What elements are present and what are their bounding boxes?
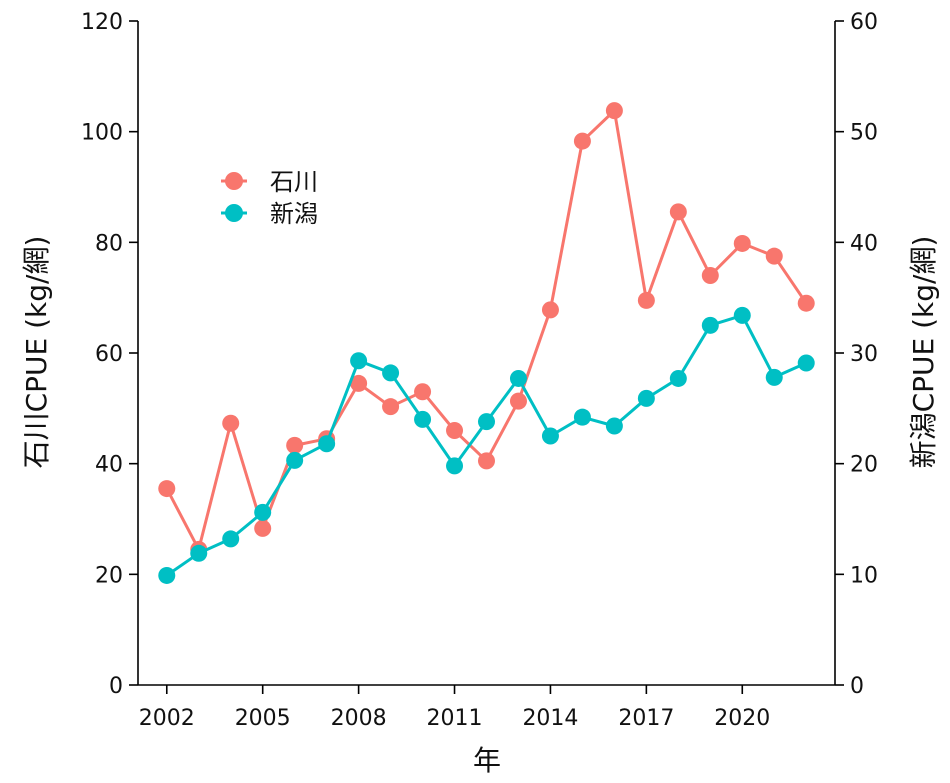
data-point-0-2017 (637, 291, 655, 309)
data-point-1-2011 (446, 457, 464, 475)
left-y-axis-title: 石川CPUE (kg/網) (20, 236, 53, 469)
x-tick-label: 2005 (235, 706, 291, 731)
data-point-0-2018 (669, 203, 687, 221)
series-layer (158, 102, 815, 584)
data-point-0-2014 (541, 301, 559, 319)
right-y-tick-label: 40 (850, 231, 878, 256)
right-y-tick-label: 10 (850, 563, 878, 588)
data-point-1-2020 (733, 306, 751, 324)
right-y-axis-title: 新潟CPUE (kg/網) (907, 236, 940, 469)
legend: 石川 新潟 (221, 168, 318, 228)
data-point-0-2021 (765, 247, 783, 265)
left-y-tick-label: 80 (95, 231, 123, 256)
legend-label-ishikawa: 石川 (270, 168, 318, 196)
data-point-1-2002 (158, 566, 176, 584)
x-axis-title: 年 (473, 744, 501, 777)
left-y-tick-label: 100 (81, 121, 123, 146)
data-point-0-2011 (446, 421, 464, 439)
data-point-0-2020 (733, 234, 751, 252)
data-point-1-2010 (414, 410, 432, 428)
legend-item-niigata: 新潟 (221, 200, 318, 228)
left-y-tick-label: 40 (95, 453, 123, 478)
data-point-0-2022 (797, 294, 815, 312)
data-point-1-2005 (254, 503, 272, 521)
data-point-0-2005 (254, 519, 272, 537)
x-tick-label: 2002 (139, 706, 195, 731)
data-point-0-2009 (382, 398, 400, 416)
data-point-0-2015 (573, 132, 591, 150)
x-tick-label: 2011 (427, 706, 483, 731)
left-y-tick-label: 120 (81, 10, 123, 35)
data-point-1-2016 (605, 417, 623, 435)
right-y-tick-label: 30 (850, 342, 878, 367)
left-y-tick-label: 20 (95, 563, 123, 588)
data-point-0-2019 (701, 267, 719, 285)
data-point-1-2013 (509, 369, 527, 387)
x-tick-label: 2008 (331, 706, 387, 731)
data-point-1-2012 (478, 413, 495, 431)
data-point-1-2017 (637, 389, 655, 407)
right-y-tick-label: 0 (850, 674, 864, 699)
data-point-0-2006 (286, 436, 304, 454)
data-point-1-2021 (765, 368, 783, 386)
right-y-tick-label: 60 (850, 10, 878, 35)
legend-item-ishikawa: 石川 (221, 168, 318, 196)
data-point-1-2004 (222, 530, 240, 548)
left-y-ticks: 0 20 40 60 80 100 120 (81, 10, 138, 699)
x-tick-label: 2014 (522, 706, 578, 731)
data-point-1-2003 (190, 544, 208, 562)
data-point-1-2009 (382, 364, 400, 382)
right-y-tick-label: 20 (850, 453, 878, 478)
data-point-1-2014 (541, 427, 559, 445)
series-0 (158, 102, 815, 558)
data-point-1-2019 (701, 316, 719, 334)
data-point-0-2012 (478, 452, 495, 470)
data-point-1-2006 (286, 451, 304, 469)
left-y-tick-label: 60 (95, 342, 123, 367)
data-point-0-2002 (158, 480, 176, 498)
data-point-0-2008 (350, 374, 368, 392)
x-tick-label: 2017 (618, 706, 674, 731)
data-point-1-2007 (318, 435, 336, 453)
x-ticks: 2002 2005 2008 2011 2014 2017 2020 (139, 685, 770, 731)
data-point-1-2015 (573, 408, 591, 426)
left-y-tick-label: 0 (109, 674, 123, 699)
data-point-1-2008 (350, 352, 368, 370)
data-point-0-2013 (509, 392, 527, 410)
axes (137, 21, 836, 686)
right-y-ticks: 0 10 20 30 40 50 60 (835, 10, 878, 699)
data-point-1-2018 (669, 369, 687, 387)
data-point-0-2016 (605, 102, 623, 120)
x-tick-label: 2020 (714, 706, 770, 731)
series-1 (158, 306, 815, 584)
data-point-1-2022 (797, 354, 815, 372)
data-point-0-2010 (414, 383, 432, 401)
legend-swatch-dot-niigata (225, 204, 243, 222)
right-y-tick-label: 50 (850, 121, 878, 146)
legend-swatch-dot-ishikawa (225, 172, 243, 190)
data-point-0-2004 (222, 414, 240, 432)
legend-label-niigata: 新潟 (270, 200, 318, 228)
